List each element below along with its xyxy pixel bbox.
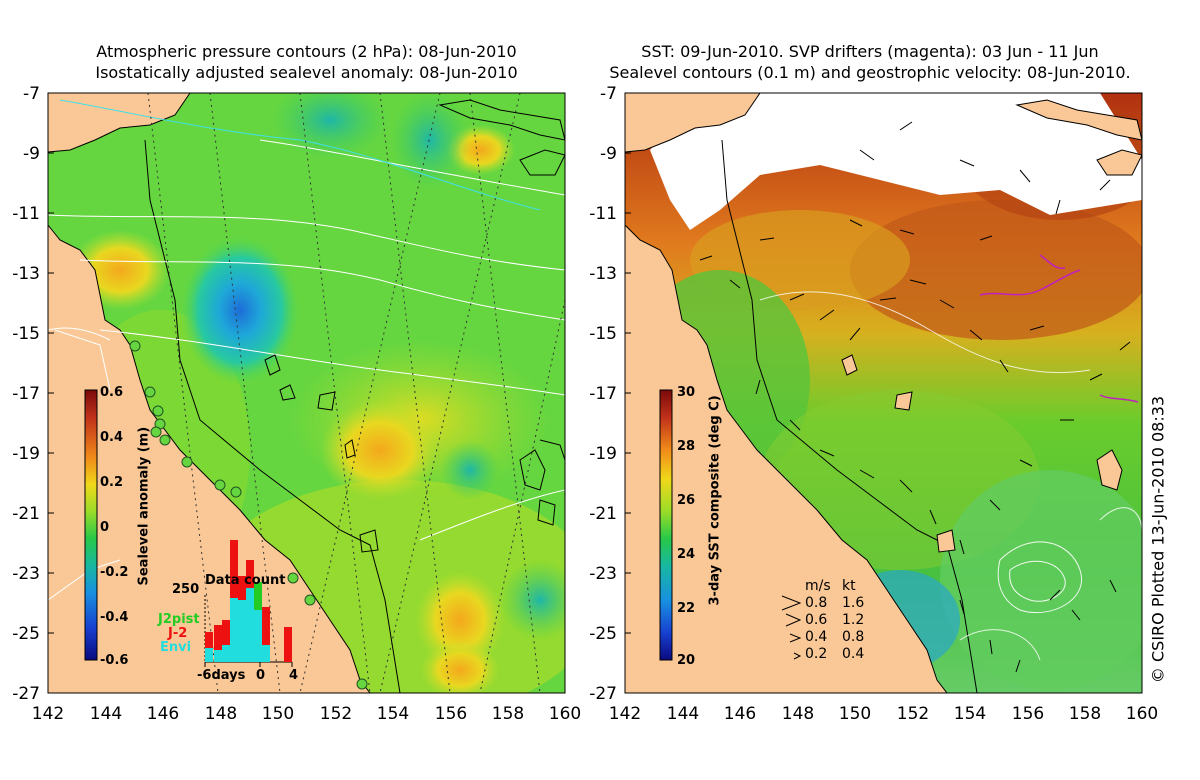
right-xtick: 150 bbox=[838, 704, 872, 724]
right-xtick: 158 bbox=[1068, 704, 1102, 724]
right-ytick: -11 bbox=[589, 204, 617, 224]
right-ytick: -17 bbox=[589, 384, 617, 404]
right-ytick: -23 bbox=[589, 564, 617, 584]
left-xtick: 158 bbox=[491, 704, 525, 724]
histogram-xtick: 0 bbox=[256, 668, 266, 683]
left-cb-tick: 0.4 bbox=[100, 430, 124, 445]
right-ytick: -13 bbox=[589, 264, 617, 284]
left-title-line2: Isostatically adjusted sealevel anomaly:… bbox=[95, 63, 518, 82]
data-count-histogram bbox=[204, 540, 293, 667]
left-ytick: -15 bbox=[12, 324, 40, 344]
left-xtick: 144 bbox=[89, 704, 123, 724]
left-xtick: 142 bbox=[31, 704, 65, 724]
right-cb-tick: 26 bbox=[677, 493, 696, 508]
velocity-legend-kt: 0.8 bbox=[842, 629, 865, 645]
right-title-line2: Sealevel contours (0.1 m) and geostrophi… bbox=[609, 63, 1131, 82]
left-cb-tick: 0.2 bbox=[100, 475, 124, 490]
legend-j2: J-2 bbox=[168, 626, 188, 641]
velocity-legend-ms: 0.4 bbox=[805, 629, 828, 645]
left-ytick: -19 bbox=[12, 444, 40, 464]
histogram-title: Data count bbox=[205, 573, 286, 588]
right-cb-tick: 28 bbox=[677, 439, 696, 454]
right-xtick: 152 bbox=[896, 704, 930, 724]
left-ytick: -21 bbox=[12, 504, 40, 524]
right-title-line1: SST: 09-Jun-2010. SVP drifters (magenta)… bbox=[641, 42, 1099, 61]
tide-gauge-markers bbox=[129, 340, 368, 690]
left-ytick: -11 bbox=[12, 204, 40, 224]
left-cb-tick: -0.4 bbox=[100, 610, 129, 625]
right-cb-tick: 22 bbox=[677, 601, 696, 616]
velocity-legend-kt: 1.6 bbox=[842, 595, 865, 611]
right-xtick: 142 bbox=[608, 704, 642, 724]
left-cb-tick: -0.6 bbox=[100, 653, 129, 668]
right-ytick: -19 bbox=[589, 444, 617, 464]
velocity-legend-kt: 1.2 bbox=[842, 612, 865, 628]
right-cb-tick: 20 bbox=[677, 653, 696, 668]
left-colorbar bbox=[84, 389, 98, 661]
right-ytick: -15 bbox=[589, 324, 617, 344]
right-xtick: 156 bbox=[1011, 704, 1045, 724]
right-ytick: -27 bbox=[589, 684, 617, 704]
right-xtick: 154 bbox=[953, 704, 987, 724]
velocity-legend-kt: 0.4 bbox=[842, 646, 865, 662]
credit-text: © CSIRO Plotted 13-Jun-2010 08:33 bbox=[1148, 395, 1168, 684]
left-xtick: 160 bbox=[548, 704, 582, 724]
right-cb-tick: 30 bbox=[677, 385, 696, 400]
right-xtick: 146 bbox=[723, 704, 757, 724]
left-ytick: -27 bbox=[12, 684, 40, 704]
velocity-vectors bbox=[699, 121, 1131, 673]
left-cb-tick: 0 bbox=[100, 520, 110, 535]
velocity-legend-arrows bbox=[781, 595, 802, 660]
right-map bbox=[625, 93, 1142, 693]
histogram-ytick: 250 bbox=[172, 582, 200, 597]
left-ytick: -17 bbox=[12, 384, 40, 404]
right-ytick: -25 bbox=[589, 624, 617, 644]
left-colorbar-label: Sealevel anomaly (m) bbox=[136, 426, 152, 586]
left-map bbox=[48, 93, 565, 693]
left-ytick: -7 bbox=[23, 84, 40, 104]
velocity-legend-header-kt: kt bbox=[842, 578, 856, 594]
right-xtick: 144 bbox=[666, 704, 700, 724]
right-ytick: -9 bbox=[600, 144, 617, 164]
left-cb-tick: -0.2 bbox=[100, 565, 129, 580]
right-xtick: 160 bbox=[1125, 704, 1159, 724]
left-cb-tick: 0.6 bbox=[100, 385, 124, 400]
left-xtick: 146 bbox=[146, 704, 180, 724]
legend-j2pist: J2pist bbox=[158, 612, 200, 627]
right-ytick: -7 bbox=[600, 84, 617, 104]
right-colorbar-label: 3-day SST composite (deg C) bbox=[707, 395, 723, 606]
left-xtick: 148 bbox=[204, 704, 238, 724]
velocity-legend-ms: 0.2 bbox=[805, 646, 828, 662]
histogram-xtick: 4 bbox=[289, 668, 299, 683]
histogram-xtick: -6days bbox=[197, 668, 246, 683]
right-ytick: -21 bbox=[589, 504, 617, 524]
left-ytick: -9 bbox=[23, 144, 40, 164]
velocity-legend-ms: 0.8 bbox=[805, 595, 828, 611]
left-ytick: -23 bbox=[12, 564, 40, 584]
left-xtick: 154 bbox=[376, 704, 410, 724]
velocity-legend-ms: 0.6 bbox=[805, 612, 828, 628]
left-xtick: 156 bbox=[434, 704, 468, 724]
right-xtick: 148 bbox=[781, 704, 815, 724]
axis-tick-marks bbox=[48, 92, 631, 634]
right-colorbar bbox=[659, 389, 673, 661]
left-xtick: 152 bbox=[319, 704, 353, 724]
right-cb-tick: 24 bbox=[677, 547, 696, 562]
left-xtick: 150 bbox=[261, 704, 295, 724]
left-ytick: -13 bbox=[12, 264, 40, 284]
legend-envi: Envi bbox=[160, 640, 192, 655]
left-title-line1: Atmospheric pressure contours (2 hPa): 0… bbox=[96, 42, 517, 61]
left-ytick: -25 bbox=[12, 624, 40, 644]
velocity-legend-header-ms: m/s bbox=[805, 578, 831, 594]
